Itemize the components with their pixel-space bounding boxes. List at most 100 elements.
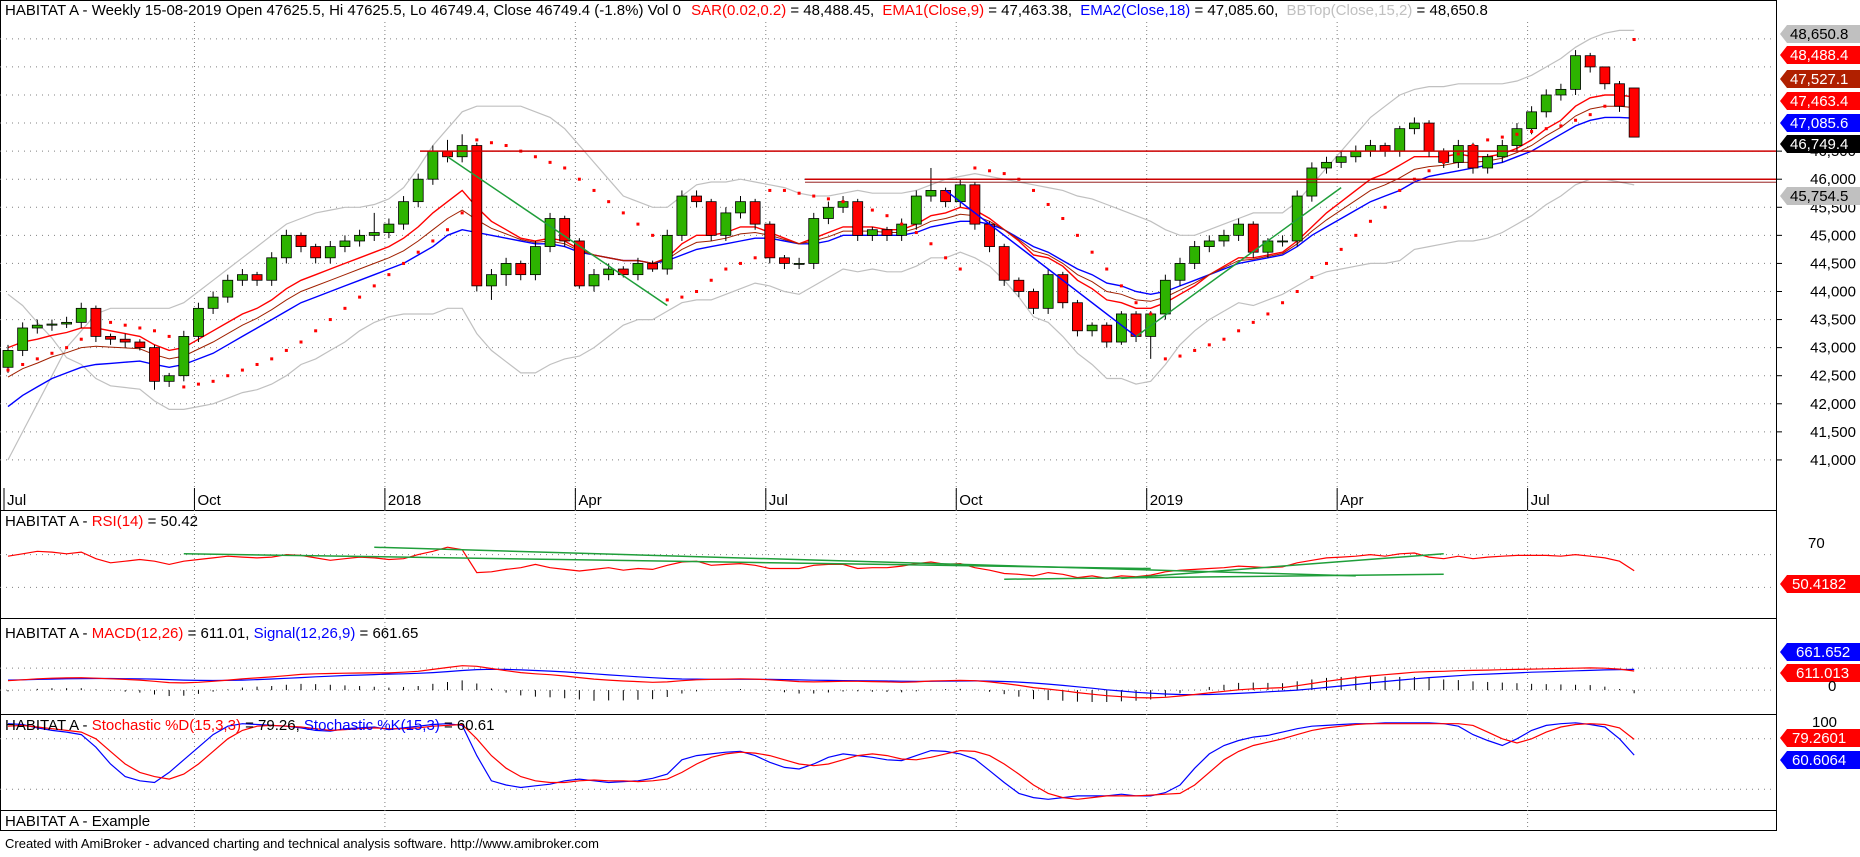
candle-body-33 <box>486 274 497 287</box>
candle-85 <box>1247 221 1259 258</box>
candle-body-76 <box>1116 313 1127 343</box>
bb-name: BBTop(Close,15,2) <box>1286 2 1412 19</box>
candle-body-36 <box>530 246 541 276</box>
candle-body-103 <box>1511 128 1523 146</box>
candle-88 <box>1291 190 1303 247</box>
candle-body-23 <box>339 240 351 247</box>
candle-body-72 <box>1057 274 1069 304</box>
rsi-value-label-text: 50.4182 <box>1792 576 1846 593</box>
sar-dot-108 <box>1588 113 1592 117</box>
candle-28 <box>412 173 424 208</box>
macd-header: HABITAT A - MACD(12,26) = 611.01, Signal… <box>5 625 418 642</box>
candle-body-5 <box>75 307 87 323</box>
signal-name: Signal(12,26,9) <box>254 625 356 642</box>
candle-body-75 <box>1101 324 1113 343</box>
sar-dot-58 <box>856 202 860 206</box>
candle-50 <box>735 196 746 219</box>
sar-dot-97 <box>1427 169 1431 173</box>
price-label-5: 46,749.4 <box>1780 135 1860 153</box>
price-label-2: 47,527.1 <box>1780 70 1860 88</box>
candle-2 <box>31 319 43 334</box>
sar-dot-74 <box>1090 250 1094 254</box>
sar-dot-110 <box>1618 93 1621 97</box>
candle-5 <box>75 302 87 328</box>
bollinger-bottom-line <box>7 178 1635 410</box>
sar-dot-100 <box>1471 144 1475 148</box>
candle-33 <box>486 269 497 300</box>
candle-72 <box>1057 271 1069 309</box>
sar-dot-87 <box>1281 301 1285 305</box>
sar-dot-42 <box>621 211 625 215</box>
candle-body-91 <box>1335 156 1347 163</box>
sar-dot-55 <box>812 194 816 198</box>
candle-36 <box>530 240 541 281</box>
sar-dot-40 <box>592 188 596 192</box>
candle-111 <box>1628 87 1640 138</box>
candle-76 <box>1116 311 1127 345</box>
price-tick-label-6: 44,000 <box>1810 283 1856 300</box>
price-label-6: 45,754.5 <box>1780 187 1860 205</box>
candle-body-8 <box>119 338 131 343</box>
stoch-d-value: = 79.26, <box>245 717 304 734</box>
sar-dot-20 <box>299 340 303 344</box>
price-labels-layer: 48,650.8 48,488.4 47,527.1 47,463.4 47,085.6… <box>1780 25 1860 205</box>
candle-60 <box>881 226 893 241</box>
candle-body-106 <box>1555 88 1567 96</box>
sar-dot-99 <box>1456 152 1460 156</box>
rsi-name: RSI(14) <box>92 513 144 530</box>
trendline-blue-1 <box>945 189 1137 338</box>
sar-dot-62 <box>914 231 918 235</box>
candle-11 <box>163 372 175 387</box>
sar-dot-0 <box>6 368 10 372</box>
sar-dot-2 <box>35 357 39 361</box>
sar-dot-67 <box>988 169 992 173</box>
candle-body-13 <box>193 307 204 337</box>
candle-body-93 <box>1365 145 1376 152</box>
sar-dot-37 <box>548 160 552 164</box>
candle-34 <box>500 257 512 286</box>
trendlines-layer <box>447 156 1342 338</box>
candle-7 <box>105 333 116 345</box>
candle-55 <box>808 212 820 270</box>
candle-73 <box>1072 299 1083 337</box>
bb-value: = 48,650.8 <box>1417 2 1488 19</box>
sar-dot-53 <box>782 188 786 192</box>
month-label-2: 2018 <box>388 492 421 509</box>
candle-body-97 <box>1423 122 1435 152</box>
price-label-1: 48,488.4 <box>1780 46 1860 64</box>
candle-body-104 <box>1526 111 1537 130</box>
candle-body-28 <box>412 178 424 203</box>
candle-body-61 <box>896 223 908 236</box>
sar-dot-14 <box>211 379 215 383</box>
candle-body-60 <box>881 229 893 236</box>
stoch-value-label-0: 79.2601 <box>1780 729 1860 747</box>
candle-body-108 <box>1584 55 1596 68</box>
sar-dot-104 <box>1530 129 1534 133</box>
candle-52 <box>764 221 776 264</box>
sar-dot-63 <box>929 242 933 246</box>
stoch-value-label-text-1: 60.6064 <box>1792 752 1846 769</box>
month-label-3: Apr <box>578 492 601 509</box>
stoch-value-label-text-0: 79.2601 <box>1792 730 1846 747</box>
sar-dot-12 <box>182 385 186 389</box>
ema1-line <box>7 94 1635 352</box>
stoch-k-name: Stochastic %K(15,3) <box>304 717 440 734</box>
price-label-text-1: 48,488.4 <box>1790 47 1848 64</box>
candle-body-37 <box>544 218 556 247</box>
candle-body-71 <box>1042 274 1054 309</box>
sar-dot-103 <box>1515 132 1519 136</box>
candle-body-81 <box>1189 246 1201 264</box>
month-label-8: Jul <box>1531 492 1550 509</box>
candle-26 <box>383 218 395 239</box>
candle-81 <box>1189 240 1201 270</box>
candle-body-22 <box>324 246 336 259</box>
example-header: HABITAT A - Example <box>5 813 150 830</box>
candle-body-39 <box>573 240 585 287</box>
sar-dot-79 <box>1163 357 1167 361</box>
candle-body-56 <box>823 206 834 219</box>
candle-44 <box>647 260 658 272</box>
sar-dot-102 <box>1500 135 1504 139</box>
candle-body-107 <box>1570 55 1581 90</box>
candle-109 <box>1599 66 1611 90</box>
ema2-line <box>7 116 1635 408</box>
